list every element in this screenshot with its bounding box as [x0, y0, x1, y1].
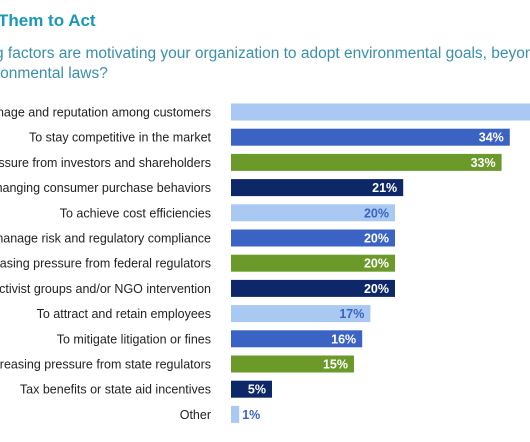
category-label: ctivist groups and/or NGO intervention	[0, 282, 211, 296]
value-label: 34%	[479, 131, 504, 145]
category-label: nage and reputation among customers	[0, 106, 211, 120]
bar	[231, 103, 530, 121]
category-label: To attract and retain employees	[37, 307, 211, 321]
value-label: 21%	[372, 181, 397, 195]
bar	[231, 128, 510, 146]
bar	[231, 254, 395, 272]
category-label: Tax benefits or state aid incentives	[20, 383, 211, 397]
bar	[231, 179, 404, 197]
bar	[231, 204, 395, 222]
category-label: reasing pressure from federal regulators	[0, 257, 211, 271]
question-line-1: g factors are motivating your organizati…	[0, 45, 530, 62]
survey-question: g factors are motivating your organizati…	[0, 44, 530, 84]
category-label: creasing pressure from state regulators	[0, 358, 211, 372]
bar	[231, 355, 354, 373]
category-label: essure from investors and shareholders	[0, 156, 211, 170]
value-label: 5%	[248, 383, 266, 397]
category-label: To mitigate litigation or fines	[57, 332, 211, 346]
value-label: 20%	[364, 257, 389, 271]
bar	[231, 279, 395, 297]
value-label: 17%	[339, 307, 364, 321]
value-label: 15%	[323, 358, 348, 372]
bar	[231, 405, 240, 423]
value-label: 16%	[331, 332, 356, 346]
bar	[231, 153, 502, 171]
value-label: 20%	[364, 282, 389, 296]
category-label: manage risk and regulatory compliance	[0, 232, 211, 246]
bar	[231, 305, 371, 323]
category-label: Other	[180, 408, 211, 422]
chart-title: Them to Act	[0, 11, 96, 30]
value-label: 1%	[242, 408, 260, 422]
category-label: hanging consumer purchase behaviors	[0, 181, 211, 195]
bar	[231, 380, 272, 398]
question-line-2: ronmental laws?	[0, 65, 108, 82]
category-label: To stay competitive in the market	[29, 131, 212, 145]
value-label: 33%	[471, 156, 496, 170]
category-label: To achieve cost efficiencies	[60, 206, 211, 220]
bar	[231, 330, 363, 348]
value-label: 20%	[364, 206, 389, 220]
bar	[231, 229, 395, 247]
value-label: 20%	[364, 232, 389, 246]
